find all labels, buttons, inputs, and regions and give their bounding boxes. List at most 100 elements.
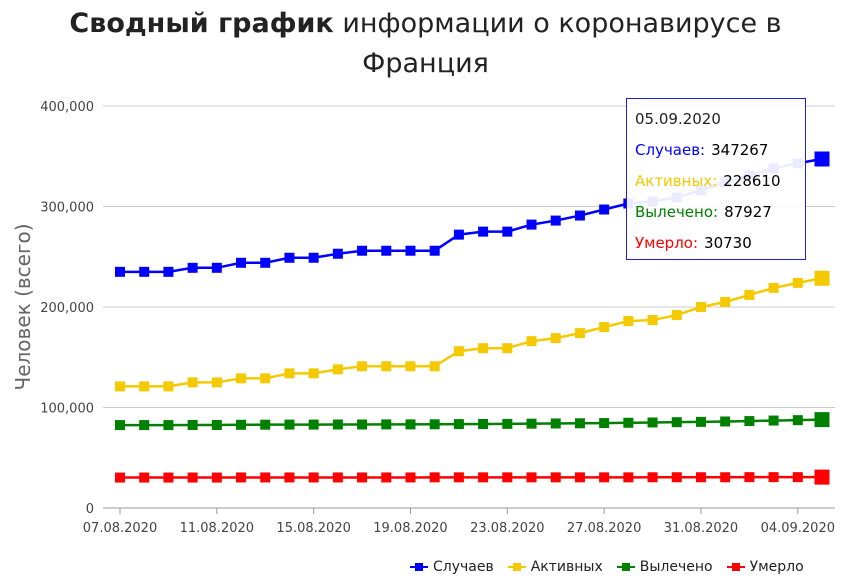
data-point xyxy=(357,361,368,372)
y-tick-label: 100,000 xyxy=(40,402,94,417)
y-tick-label: 0 xyxy=(86,502,94,517)
legend: Случаев Активных Вылечено Умерло xyxy=(410,556,818,578)
data-point xyxy=(453,419,464,430)
y-tick-label: 300,000 xyxy=(40,201,94,216)
y-axis-label: Человек (всего) xyxy=(11,223,35,390)
data-point xyxy=(502,418,513,429)
data-point xyxy=(308,368,319,379)
legend-item-cases[interactable]: Случаев xyxy=(410,556,494,578)
data-point xyxy=(453,346,464,357)
data-point xyxy=(792,277,803,288)
data-point xyxy=(284,419,295,430)
data-point xyxy=(574,328,585,339)
data-point xyxy=(381,419,392,430)
data-point xyxy=(381,472,392,483)
data-point xyxy=(814,151,830,167)
data-point xyxy=(236,373,247,384)
legend-label: Активных xyxy=(530,559,603,575)
data-point xyxy=(139,266,150,277)
data-point xyxy=(139,420,150,431)
data-point xyxy=(163,381,174,392)
data-point xyxy=(308,472,319,483)
data-point xyxy=(502,472,513,483)
data-point xyxy=(260,257,271,268)
data-point xyxy=(429,361,440,372)
data-point xyxy=(211,262,222,273)
x-tick-label: 15.08.2020 xyxy=(276,521,350,536)
x-tick-label: 11.08.2020 xyxy=(180,521,254,536)
data-point xyxy=(236,472,247,483)
x-tick-label: 04.09.2020 xyxy=(761,521,835,536)
data-point xyxy=(550,472,561,483)
legend-item-active[interactable]: Активных xyxy=(507,556,603,578)
hover-tooltip: 05.09.2020 Случаев: 347267 Активных: 22861… xyxy=(626,98,806,260)
data-point xyxy=(332,472,343,483)
legend-swatch xyxy=(726,561,745,573)
data-point xyxy=(550,418,561,429)
legend-swatch xyxy=(507,561,526,573)
tooltip-label: Умерло: xyxy=(635,234,699,252)
data-point xyxy=(478,418,489,429)
data-point xyxy=(768,282,779,293)
tooltip-row-died: Умерло: 30730 xyxy=(635,233,797,264)
data-point xyxy=(814,412,830,428)
data-point xyxy=(599,472,610,483)
data-point xyxy=(115,472,125,483)
legend-item-died[interactable]: Умерло xyxy=(726,556,804,578)
tooltip-value: 228610 xyxy=(723,172,781,190)
data-point xyxy=(211,377,222,388)
title-rest: информации о коронавирусе в xyxy=(333,8,782,39)
data-point xyxy=(284,472,295,483)
data-point xyxy=(405,245,416,256)
data-point xyxy=(647,472,658,483)
legend-label: Вылечено xyxy=(639,559,713,575)
data-point xyxy=(357,419,368,430)
data-point xyxy=(332,248,343,259)
data-point xyxy=(526,418,537,429)
legend-item-recovered[interactable]: Вылечено xyxy=(616,556,713,578)
tooltip-row-active: Активных: 228610 xyxy=(635,171,797,202)
data-point xyxy=(720,296,731,307)
legend-label: Случаев xyxy=(433,559,494,575)
data-point xyxy=(526,472,537,483)
data-point xyxy=(308,419,319,430)
data-point xyxy=(574,210,585,221)
data-point xyxy=(187,472,198,483)
data-point xyxy=(792,415,803,426)
data-point xyxy=(647,315,658,326)
data-point xyxy=(308,252,319,263)
data-point xyxy=(357,472,368,483)
data-point xyxy=(599,204,610,215)
data-point xyxy=(744,289,755,300)
tooltip-value: 347267 xyxy=(711,141,769,159)
data-point xyxy=(814,469,830,485)
data-point xyxy=(526,219,537,230)
data-point xyxy=(187,262,198,273)
data-point xyxy=(574,418,585,429)
data-point xyxy=(502,226,513,237)
data-point xyxy=(115,381,125,392)
data-point xyxy=(550,215,561,226)
data-point xyxy=(381,361,392,372)
data-point xyxy=(671,310,682,321)
data-point xyxy=(332,419,343,430)
data-point xyxy=(163,266,174,277)
data-point xyxy=(405,361,416,372)
data-point xyxy=(163,420,174,431)
data-point xyxy=(357,245,368,256)
data-point xyxy=(211,472,222,483)
axis-layer: 0 100,000 200,000 300,000 400,000 07.08.2020 1… xyxy=(11,100,835,536)
chart-title: Сводный график информации о коронавирусе… xyxy=(0,4,851,84)
tooltip-value: 30730 xyxy=(704,234,752,252)
data-point xyxy=(478,343,489,354)
tooltip-row-cases: Случаев: 347267 xyxy=(635,140,797,171)
series-line xyxy=(120,418,823,427)
y-tick-label: 400,000 xyxy=(40,100,94,115)
data-point xyxy=(429,472,440,483)
data-point xyxy=(550,333,561,344)
x-tick-label: 31.08.2020 xyxy=(664,521,738,536)
x-tick-label: 07.08.2020 xyxy=(83,521,157,536)
tooltip-label: Активных: xyxy=(635,172,718,190)
data-point xyxy=(695,416,706,427)
x-tick-label: 27.08.2020 xyxy=(567,521,641,536)
